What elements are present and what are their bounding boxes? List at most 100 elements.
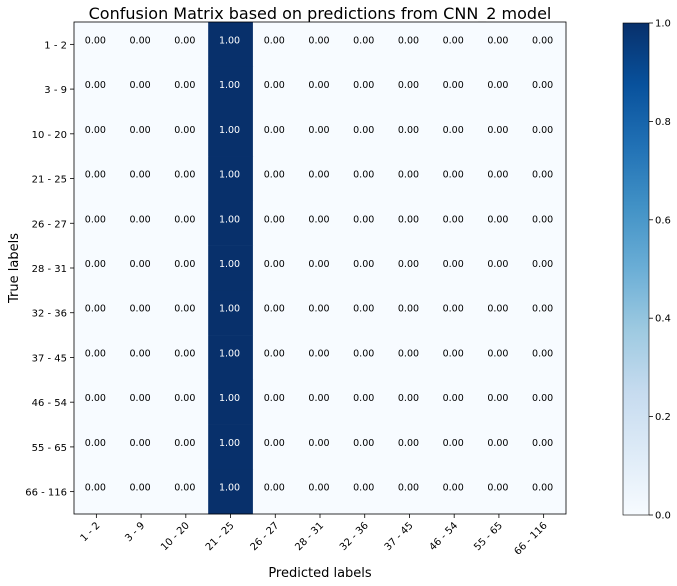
heatmap-cell [118,424,164,470]
cell-value-label: 0.00 [85,35,106,46]
cell-value-label: 0.00 [174,80,195,91]
cell-value-label: 0.00 [264,483,285,494]
cell-value-label: 0.00 [264,438,285,449]
cell-value-label: 1.00 [219,438,240,449]
cell-value-label: 0.00 [443,348,464,359]
heatmap-cell [163,111,209,157]
cell-value-label: 0.00 [85,348,106,359]
heatmap-cell [342,200,388,246]
heatmap-cell [163,469,209,515]
x-tick-label: 28 - 31 [293,520,326,553]
y-tick-label: 28 - 31 [32,264,67,275]
heatmap-cell [387,379,433,425]
cell-value-label: 0.00 [487,483,508,494]
chart-title: Confusion Matrix based on predictions fr… [89,4,552,24]
heatmap-cell [118,66,164,112]
heatmap-cell [476,469,522,515]
colorbar-tick-label: 0.2 [655,412,671,423]
heatmap-cell [431,156,477,202]
heatmap-cell [208,335,254,381]
cell-value-label: 0.00 [353,438,374,449]
heatmap-cell [387,200,433,246]
cell-value-label: 0.00 [398,393,419,404]
heatmap-cell [163,379,209,425]
heatmap-cell [297,245,343,291]
heatmap-cell [476,111,522,157]
heatmap-cell [521,111,567,157]
heatmap-cell [476,290,522,336]
cell-value-label: 0.00 [308,348,329,359]
heatmap-cell [252,424,298,470]
cell-value-label: 0.00 [130,348,151,359]
heatmap-cell [387,111,433,157]
heatmap-cell [521,200,567,246]
cell-value-label: 0.00 [264,35,285,46]
heatmap-cell [74,22,120,68]
heatmap-cell [297,111,343,157]
cell-value-label: 0.00 [308,393,329,404]
cell-value-label: 0.00 [487,214,508,225]
heatmap-cell [74,66,120,112]
heatmap-cell [521,245,567,291]
cell-value-label: 0.00 [443,80,464,91]
heatmap-cell [297,424,343,470]
cell-value-label: 0.00 [130,259,151,270]
heatmap-cell [387,22,433,68]
heatmap-cell [476,335,522,381]
heatmap-cell [342,111,388,157]
y-tick-label: 10 - 20 [32,130,67,141]
cell-value-label: 0.00 [130,438,151,449]
heatmap-cell [476,424,522,470]
y-tick-label: 55 - 65 [32,443,67,454]
cell-value-label: 0.00 [174,259,195,270]
heatmap-cell [74,335,120,381]
heatmap-cell [252,335,298,381]
cell-value-label: 0.00 [174,214,195,225]
cell-value-label: 0.00 [487,348,508,359]
heatmap-cell [431,424,477,470]
cell-value-label: 0.00 [174,438,195,449]
cell-value-label: 0.00 [532,170,553,181]
heatmap-cell [208,200,254,246]
x-axis-ticks: 1 - 2 3 - 9 10 - 20 21 - 25 26 - 27 28 - 31 32… [79,514,550,558]
heatmap-cell [431,200,477,246]
cell-value-label: 0.00 [532,438,553,449]
cell-value-label: 0.00 [443,304,464,315]
cell-value-label: 0.00 [308,438,329,449]
heatmap-cell [252,156,298,202]
y-tick-label: 37 - 45 [32,353,67,364]
heatmap-cell [431,245,477,291]
heatmap-cell [208,156,254,202]
y-axis-label: True labels [7,233,22,304]
cell-value-label: 0.00 [487,170,508,181]
cell-value-label: 0.00 [487,125,508,136]
x-tick-label: 10 - 20 [159,520,192,553]
cell-value-label: 0.00 [130,80,151,91]
cell-value-label: 0.00 [85,80,106,91]
cell-value-label: 0.00 [398,348,419,359]
cell-value-label: 0.00 [264,214,285,225]
heatmap-cell [521,290,567,336]
x-tick-label: 21 - 25 [204,520,237,553]
cell-value-label: 0.00 [353,125,374,136]
heatmap-cell [297,156,343,202]
heatmap-cell [342,335,388,381]
heatmap-cell [342,424,388,470]
heatmap-cell [342,66,388,112]
cell-value-label: 0.00 [308,125,329,136]
colorbar-tick-label: 0.6 [655,215,671,226]
cell-value-label: 0.00 [398,80,419,91]
heatmap-cell [297,66,343,112]
heatmap-cell [208,469,254,515]
cell-value-label: 0.00 [85,214,106,225]
heatmap-cell [163,245,209,291]
cell-value-label: 0.00 [264,170,285,181]
heatmap-cell [74,290,120,336]
cell-value-label: 0.00 [398,125,419,136]
cell-value-label: 1.00 [219,214,240,225]
heatmap-cell [74,245,120,291]
cell-value-label: 0.00 [398,214,419,225]
cell-value-label: 1.00 [219,259,240,270]
heatmap-cell [342,290,388,336]
cell-value-label: 0.00 [353,393,374,404]
